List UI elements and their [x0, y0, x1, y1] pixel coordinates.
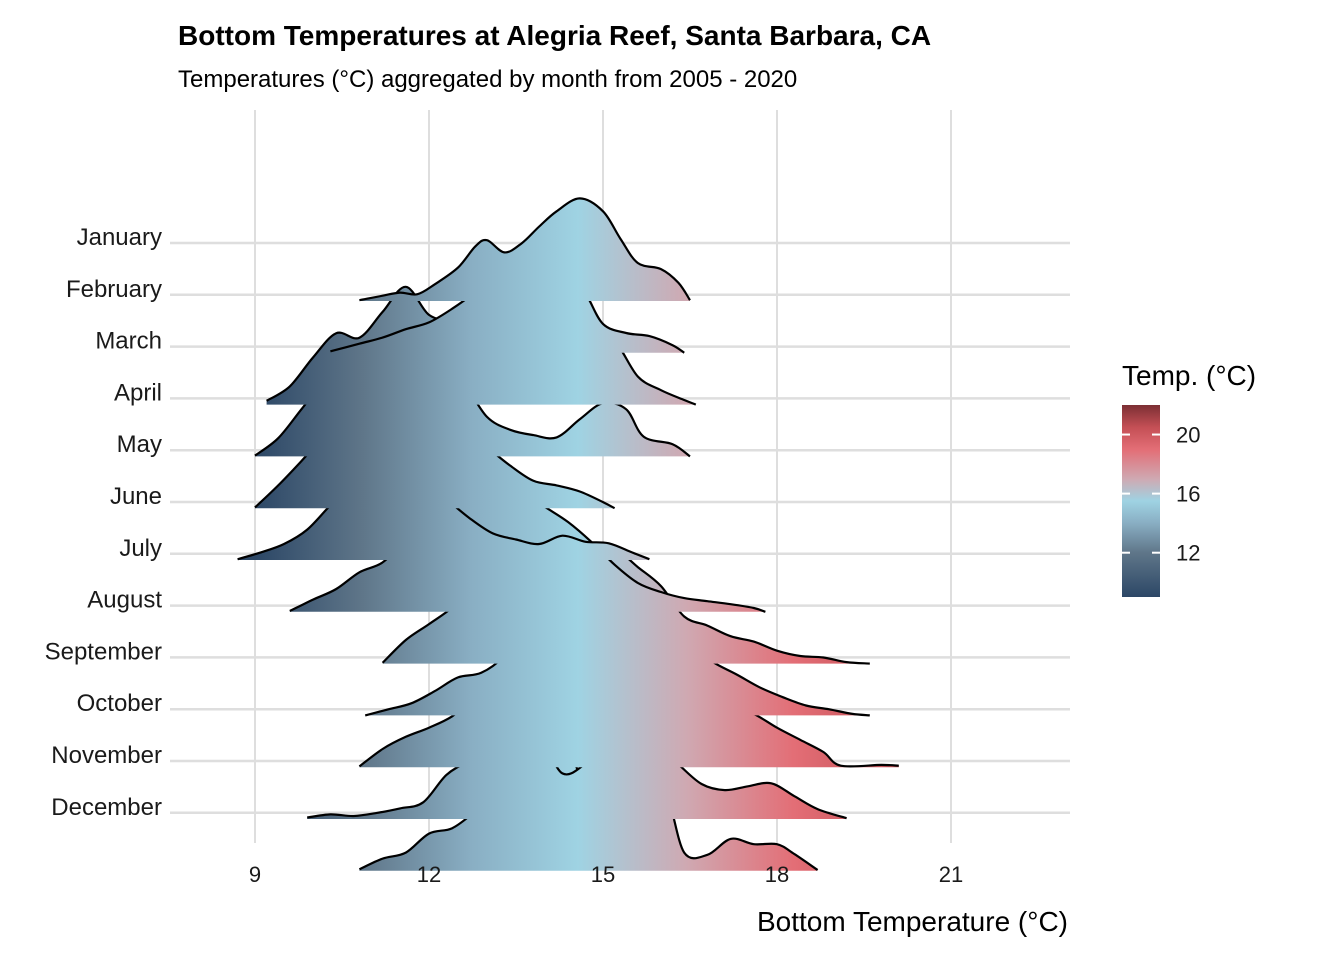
legend-title: Temp. (°C) [1122, 360, 1256, 391]
y-tick-september: September [45, 638, 162, 665]
y-tick-july: July [119, 535, 162, 562]
x-tick-15: 15 [591, 862, 615, 887]
ridge-fill-january [359, 198, 690, 301]
x-axis-title: Bottom Temperature (°C) [757, 906, 1068, 937]
legend-tick-12: 12 [1176, 541, 1200, 566]
legend-tick-16: 16 [1176, 482, 1200, 507]
y-axis-tick-labels: January February March April May June July Augu… [45, 224, 163, 821]
y-tick-april: April [114, 379, 162, 406]
y-tick-february: February [66, 276, 162, 303]
y-tick-august: August [87, 587, 162, 614]
x-tick-9: 9 [249, 862, 261, 887]
legend-ticks: 12 16 20 [1122, 423, 1200, 566]
ridge-fill-november [307, 733, 847, 819]
y-tick-october: October [77, 690, 162, 717]
y-tick-january: January [77, 224, 162, 251]
x-axis-tick-labels: 9 12 15 18 21 [249, 862, 963, 887]
legend-tick-20: 20 [1176, 423, 1200, 448]
ridges [237, 197, 899, 871]
y-tick-march: March [95, 328, 162, 355]
ridge-outline-november [307, 732, 847, 820]
ridge-fill-december [359, 688, 818, 871]
ridge-november [307, 732, 847, 820]
y-tick-may: May [117, 431, 162, 458]
ridge-january [359, 197, 691, 302]
ridge-outline-january [359, 197, 691, 302]
chart-subtitle: Temperatures (°C) aggregated by month fr… [178, 66, 797, 93]
legend-colorbar [1122, 405, 1160, 597]
x-tick-18: 18 [765, 862, 789, 887]
y-tick-june: June [110, 483, 162, 510]
legend: Temp. (°C) 12 16 20 [1122, 360, 1256, 597]
chart-title: Bottom Temperatures at Alegria Reef, San… [178, 20, 931, 51]
y-tick-november: November [51, 742, 162, 769]
x-tick-21: 21 [939, 862, 963, 887]
y-tick-december: December [51, 794, 162, 821]
x-tick-12: 12 [417, 862, 441, 887]
